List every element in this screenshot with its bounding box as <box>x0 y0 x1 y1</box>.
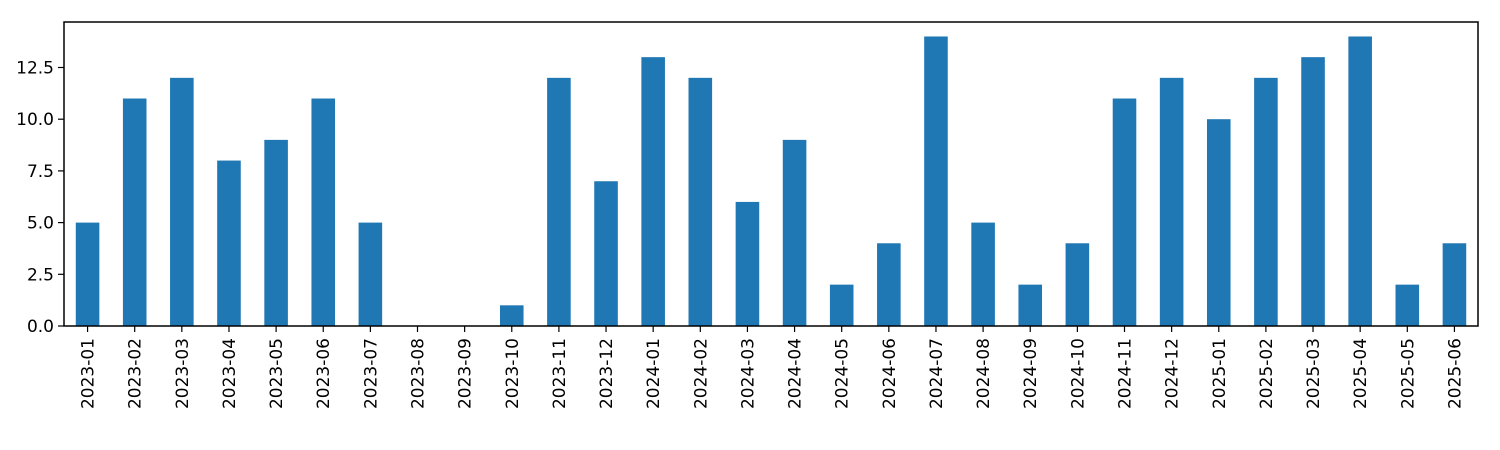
x-tick-label: 2023-11 <box>550 338 570 409</box>
bar-2023-03 <box>170 77 194 326</box>
bar-2023-07 <box>358 222 383 326</box>
plot-frame <box>63 21 1479 327</box>
x-tick-label: 2023-05 <box>267 338 287 409</box>
bar-2024-08 <box>971 222 995 326</box>
bar-2025-03 <box>1301 57 1325 326</box>
bar-2023-05 <box>264 139 288 326</box>
bar-2024-05 <box>829 284 854 326</box>
x-tick-label: 2024-03 <box>738 338 758 409</box>
bar-2024-12 <box>1159 77 1184 326</box>
bar-2025-04 <box>1348 36 1372 326</box>
bar-2025-01 <box>1206 119 1231 326</box>
x-tick-label: 2024-09 <box>1021 338 1041 409</box>
y-axis-ticks: 0.0 2.5 5.0 7.5 10.0 12.5 <box>16 59 64 337</box>
bar-2024-09 <box>1018 284 1043 326</box>
x-tick-label: 2024-01 <box>644 338 664 409</box>
x-axis-ticks: 2023-01 2023-02 2023-03 2023-04 2023-05 2023-… <box>79 326 1465 409</box>
y-tick-label: 7.5 <box>27 162 54 182</box>
x-tick-label: 2025-02 <box>1257 338 1277 409</box>
y-tick-label: 2.5 <box>27 265 54 285</box>
bar-2024-04 <box>782 139 807 326</box>
x-tick-label: 2024-08 <box>974 338 994 409</box>
x-tick-label: 2023-02 <box>126 338 146 409</box>
x-tick-label: 2025-05 <box>1398 338 1418 409</box>
bar-2025-05 <box>1395 284 1420 326</box>
x-tick-label: 2025-06 <box>1445 338 1465 409</box>
x-tick-label: 2023-03 <box>173 338 193 409</box>
bar-2025-02 <box>1254 77 1278 326</box>
x-tick-label: 2024-05 <box>833 338 853 409</box>
x-tick-label: 2023-04 <box>220 338 240 409</box>
bar-2023-12 <box>594 181 618 326</box>
bar-2023-10 <box>499 305 524 326</box>
bar-2024-01 <box>641 57 665 326</box>
bar-2024-06 <box>877 243 901 326</box>
x-tick-label: 2024-02 <box>691 338 711 409</box>
bars-group <box>75 36 1467 327</box>
bar-2023-11 <box>547 77 571 326</box>
bar-2023-01 <box>75 222 100 326</box>
y-tick-label: 0.0 <box>27 317 54 337</box>
x-tick-label: 2024-07 <box>927 338 947 409</box>
bar-2023-06 <box>311 98 336 327</box>
x-tick-label: 2023-09 <box>456 338 476 409</box>
y-tick-label: 10.0 <box>16 110 54 130</box>
x-tick-label: 2024-11 <box>1116 338 1136 409</box>
bar-2025-06 <box>1442 243 1467 326</box>
x-tick-label: 2023-07 <box>361 338 381 409</box>
x-tick-label: 2023-08 <box>409 338 429 409</box>
bar-2024-10 <box>1065 243 1090 326</box>
x-tick-label: 2025-04 <box>1351 338 1371 409</box>
bar-2024-07 <box>924 36 948 326</box>
x-tick-label: 2023-01 <box>79 338 99 409</box>
bar-2024-03 <box>735 201 760 326</box>
x-tick-label: 2023-06 <box>314 338 334 409</box>
x-tick-label: 2023-12 <box>597 338 617 409</box>
x-tick-label: 2024-12 <box>1163 338 1183 409</box>
bar-2024-11 <box>1112 98 1137 327</box>
x-tick-label: 2024-04 <box>786 338 806 409</box>
y-tick-label: 12.5 <box>16 59 54 79</box>
x-tick-label: 2024-06 <box>880 338 900 409</box>
x-tick-label: 2023-10 <box>503 338 523 409</box>
bar-2023-02 <box>122 98 147 327</box>
y-tick-label: 5.0 <box>27 214 54 234</box>
bar-2024-02 <box>688 77 713 326</box>
x-tick-label: 2025-03 <box>1304 338 1324 409</box>
x-tick-label: 2025-01 <box>1210 338 1230 409</box>
x-tick-label: 2024-10 <box>1068 338 1088 409</box>
bar-2023-04 <box>217 160 241 326</box>
